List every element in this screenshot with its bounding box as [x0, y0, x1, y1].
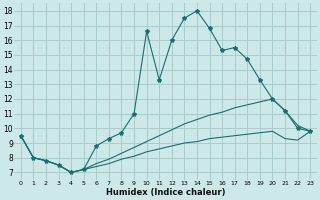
X-axis label: Humidex (Indice chaleur): Humidex (Indice chaleur) — [106, 188, 225, 197]
